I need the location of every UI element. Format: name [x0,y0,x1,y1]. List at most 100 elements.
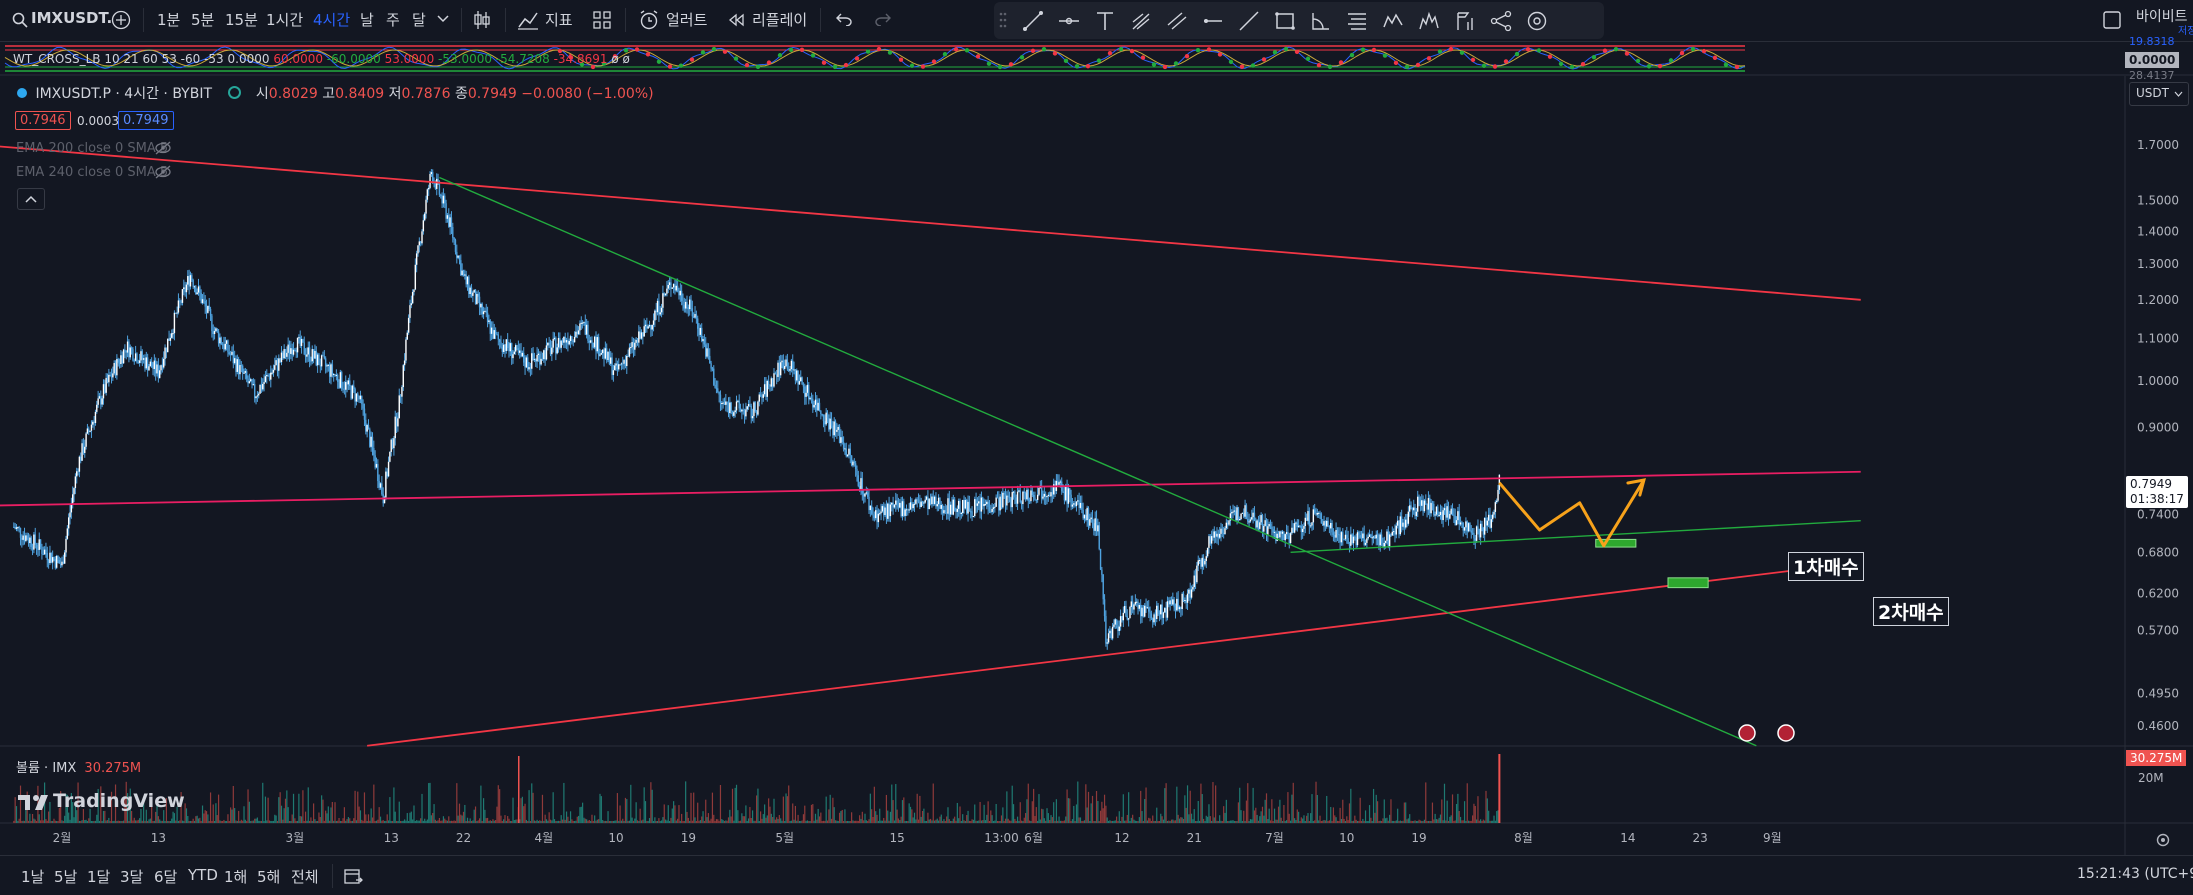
brush-tool-icon[interactable] [1490,10,1512,32]
exchange-name[interactable]: 바이비트 [2136,9,2188,25]
candle-body [737,400,739,402]
gear-icon[interactable] [2155,832,2171,848]
interval-month[interactable]: 달 [412,11,426,29]
ema240-legend[interactable]: EMA 240 close 0 SMA 5 [16,165,169,180]
ray-tool-icon[interactable] [1202,10,1224,32]
interval-15m[interactable]: 15분 [225,11,258,29]
fib-retracement-tool-icon[interactable] [1346,10,1368,32]
interval-1m[interactable]: 1분 [157,11,181,29]
volume-bar [1276,819,1278,823]
horizontal-ray-tool-icon[interactable] [1058,10,1080,32]
range-1d[interactable]: 1날 [21,868,45,886]
us-event-flag-icon[interactable] [1738,724,1756,742]
alert-button[interactable]: 얼러트 [666,11,708,29]
volume-bar [908,803,910,823]
volume-bar [797,814,799,823]
range-1y[interactable]: 1해 [224,868,248,886]
candle-body [551,347,553,355]
replay-button[interactable]: 리플레이 [752,11,808,29]
interval-5m[interactable]: 5분 [191,11,215,29]
candle-body [377,464,379,482]
ask-price[interactable]: 0.7949 [118,111,174,130]
first-buy-label[interactable]: 1차매수 [1788,552,1864,581]
range-all[interactable]: 전체 [291,868,319,886]
chevron-down-icon[interactable] [437,15,449,23]
ema200-legend[interactable]: EMA 200 close 0 SMA 5 [16,141,169,156]
candle-body [153,360,156,369]
alarm-clock-icon[interactable] [638,9,660,31]
candle-body [1023,491,1025,494]
redo-icon[interactable] [874,12,892,26]
pitchfork-tool-icon[interactable] [1130,10,1152,32]
symbol-title[interactable]: IMXUSDT.P · 4시간 · BYBIT [35,86,212,102]
interval-4h[interactable]: 4시간 [313,11,351,29]
trendline[interactable] [0,470,1861,507]
range-3m[interactable]: 3달 [120,868,144,886]
symbol-search-button[interactable]: IMXUSDT. [31,9,113,27]
collapse-legend-button[interactable] [17,188,45,210]
volume-bar [474,806,477,823]
search-icon[interactable] [12,12,28,28]
trendline-tool-icon[interactable] [1022,10,1044,32]
range-1m[interactable]: 1달 [87,868,111,886]
save-label[interactable]: 저장 [2178,26,2193,37]
candle-body [869,505,872,511]
candle-body [1469,523,1471,531]
trendline[interactable] [439,176,1757,747]
interval-day[interactable]: 날 [360,11,374,29]
volume-bar [1465,820,1467,823]
range-5y[interactable]: 5해 [257,868,281,886]
volume-bar [149,818,151,823]
clock[interactable]: 15:21:43 (UTC+9) [2077,866,2193,882]
long-position-tool-icon[interactable] [1454,10,1476,32]
buy-zone-box[interactable] [1667,577,1709,589]
eye-hidden-icon[interactable] [154,141,172,155]
candle-body [343,388,346,390]
checkbox-icon[interactable] [2103,11,2121,29]
second-buy-label[interactable]: 2차매수 [1873,597,1949,626]
trendline[interactable] [367,561,1861,747]
indicators-icon[interactable] [517,10,539,30]
volume-bar [1020,820,1023,823]
price-chart[interactable]: 1.70001.50001.40001.30001.20001.10001.00… [0,76,2193,855]
market-status-icon[interactable] [228,86,242,99]
plot-area[interactable] [0,76,2125,855]
interval-week[interactable]: 주 [386,11,400,29]
drag-handle-icon[interactable] [998,11,1008,29]
wt-cross-dot [601,61,607,66]
candle-body [1020,502,1023,505]
range-ytd[interactable]: YTD [188,866,218,884]
us-event-flag-icon[interactable] [1777,724,1795,742]
undo-icon[interactable] [835,12,853,26]
currency-selector[interactable]: USDT [2129,82,2189,106]
candle-type-icon[interactable] [472,9,492,31]
rewind-icon[interactable] [728,13,744,27]
add-symbol-icon[interactable] [111,10,131,30]
angle-tool-icon[interactable] [1310,10,1332,32]
volume-bar [136,820,138,823]
bid-price[interactable]: 0.7946 [15,111,71,130]
eye-hidden-icon[interactable] [154,165,172,179]
pattern-tool-icon[interactable] [1382,10,1404,32]
range-6m[interactable]: 6달 [154,868,178,886]
calendar-range-icon[interactable] [343,866,363,886]
volume-bar [813,820,815,823]
text-tool-icon[interactable] [1094,10,1116,32]
wt-cross-dot [1195,48,1201,53]
candle-body [1082,509,1084,519]
layout-grid-icon[interactable] [592,10,612,30]
trendline[interactable] [1290,520,1861,553]
candle-body [779,362,782,376]
projection-path[interactable] [1498,479,1646,548]
range-5d[interactable]: 5날 [54,868,78,886]
more-tools-icon[interactable] [1526,10,1548,32]
elliott-wave-tool-icon[interactable] [1418,10,1440,32]
trendline[interactable] [0,145,1861,301]
extended-line-tool-icon[interactable] [1238,10,1260,32]
indicators-button[interactable]: 지표 [545,11,573,29]
rectangle-tool-icon[interactable] [1274,10,1296,32]
candle-body [389,451,391,462]
buy-zone-box[interactable] [1595,538,1637,548]
parallel-channel-tool-icon[interactable] [1166,10,1188,32]
interval-1h[interactable]: 1시간 [266,11,304,29]
